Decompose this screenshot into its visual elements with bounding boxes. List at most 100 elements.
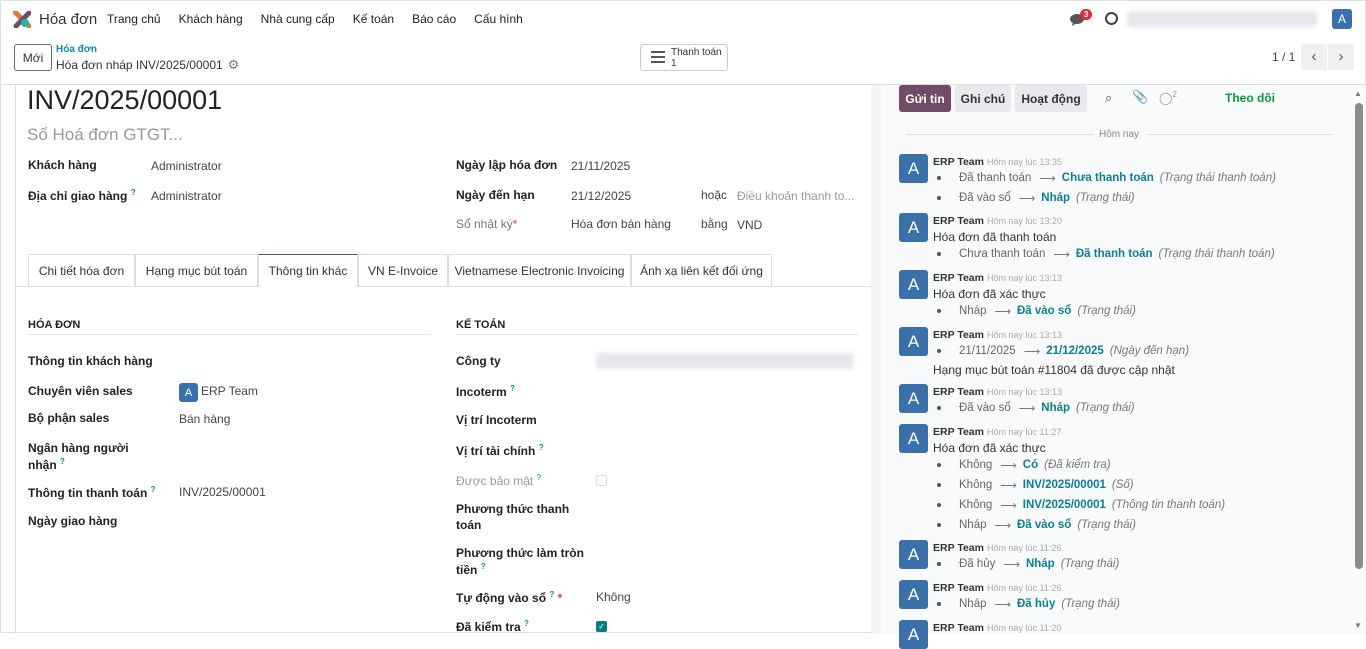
activity-clock-icon[interactable]	[1105, 12, 1118, 25]
vat-number-input[interactable]: Số Hoá đơn GTGT...	[27, 125, 183, 144]
tab-counterpart-mapping[interactable]: Ánh xạ liên kết đối ứng	[631, 254, 772, 286]
list-icon	[651, 51, 665, 53]
arrow-right-icon: ⟶	[1003, 559, 1020, 571]
gear-icon[interactable]: ⚙	[227, 57, 240, 72]
scroll-up-icon[interactable]: ▲	[1354, 89, 1362, 98]
due-date-label: Ngày đến hạn	[456, 188, 535, 202]
menu-accounting[interactable]: Kế toán	[352, 12, 395, 26]
search-icon[interactable]: ⌕	[1105, 90, 1113, 105]
rounding-label-cont: tiền	[456, 563, 478, 577]
message-author[interactable]: ERP Team	[933, 622, 984, 634]
message-author[interactable]: ERP Team	[933, 272, 984, 284]
message-time: Hôm nay lúc 13:20	[986, 216, 1063, 226]
tab-other-info[interactable]: Thông tin khác	[258, 254, 358, 287]
message-author[interactable]: ERP Team	[933, 156, 984, 168]
payment-ref-label: Thông tin thanh toán	[28, 486, 148, 500]
old-value: Chưa thanh toán	[959, 248, 1046, 260]
app-logo-icon[interactable]	[12, 9, 32, 29]
new-value: Đã hủy	[1017, 598, 1056, 610]
chatter-message: A ERP Team Hôm nay lúc 11:26 Đã hủy ⟶ Nháp (T…	[899, 540, 1339, 574]
menu-reports[interactable]: Báo cáo	[412, 12, 457, 26]
salesperson-field[interactable]: ERP Team	[201, 384, 258, 398]
bullet	[937, 562, 941, 566]
new-value: Đã vào sổ	[1017, 519, 1072, 531]
user-avatar[interactable]: A	[1332, 9, 1352, 29]
customer-field[interactable]: Administrator	[151, 159, 222, 173]
tab-vn-einvoice[interactable]: VN E-Invoice	[358, 254, 448, 286]
author-avatar[interactable]: A	[899, 424, 928, 453]
author-avatar[interactable]: A	[899, 327, 928, 356]
tab-journal-items[interactable]: Hạng mục bút toán	[135, 254, 258, 286]
chatter-scrollbar-thumb[interactable]	[1355, 103, 1363, 569]
field-name: (Thông tin thanh toán)	[1111, 499, 1226, 511]
new-value: Nháp	[1041, 192, 1071, 204]
sales-team-field[interactable]: Bán hàng	[179, 412, 231, 426]
payment-ref-field[interactable]: INV/2025/00001	[179, 485, 266, 499]
delivery-address-field[interactable]: Administrator	[151, 189, 222, 203]
pager-previous[interactable]: ‹	[1301, 44, 1327, 70]
tracking-change: Không ⟶ Có (Đã kiểm tra)	[933, 455, 1339, 475]
message-author[interactable]: ERP Team	[933, 426, 984, 438]
tracking-change: Đã vào sổ ⟶ Nháp (Trạng thái)	[933, 398, 1339, 418]
author-avatar[interactable]: A	[899, 540, 928, 569]
salesperson-avatar: A	[179, 383, 198, 402]
journal-field[interactable]: Hóa đơn bán hàng	[571, 217, 671, 231]
author-avatar[interactable]: A	[899, 384, 928, 413]
chatter-message: A ERP Team Hôm nay lúc 13:13 Đã vào sổ ⟶ Nhá…	[899, 384, 1339, 418]
tab-vietnamese-electronic-invoicing[interactable]: Vietnamese Electronic Invoicing	[448, 254, 631, 286]
new-value: Có	[1022, 459, 1039, 471]
send-message-button[interactable]: Gửi tin	[899, 85, 951, 112]
arrow-right-icon: ⟶	[994, 520, 1012, 532]
pager-next[interactable]: ›	[1328, 44, 1354, 70]
message-author[interactable]: ERP Team	[933, 386, 984, 398]
tracking-change: Không ⟶ INV/2025/00001 (Số)	[933, 475, 1339, 495]
checked-checkbox[interactable]: ✓	[596, 621, 607, 632]
bullet	[937, 406, 941, 410]
invoice-number: INV/2025/00001	[27, 85, 223, 115]
company-switcher[interactable]	[1127, 11, 1317, 27]
invoice-section-title: HÓA ĐƠN	[28, 319, 81, 331]
message-time: Hôm nay lúc 13:13	[986, 387, 1063, 397]
menu-home[interactable]: Trang chủ	[107, 12, 161, 26]
new-button[interactable]: Mới	[14, 44, 52, 71]
author-avatar[interactable]: A	[899, 620, 928, 649]
followers-icon[interactable]: ◯2	[1159, 90, 1177, 105]
activity-button[interactable]: Hoạt động	[1015, 85, 1087, 112]
author-avatar[interactable]: A	[899, 270, 928, 299]
log-note-button[interactable]: Ghi chú	[955, 85, 1011, 112]
tab-invoice-lines[interactable]: Chi tiết hóa đơn	[28, 254, 135, 286]
currency-field[interactable]: VND	[737, 218, 763, 232]
recipient-bank-label-cont: nhận	[28, 458, 57, 472]
tracking-change: Đã hủy ⟶ Nháp (Trạng thái)	[933, 554, 1339, 574]
author-avatar[interactable]: A	[899, 580, 928, 609]
paperclip-icon[interactable]: 📎	[1132, 89, 1149, 104]
arrow-right-icon: ⟶	[1000, 460, 1017, 472]
author-avatar[interactable]: A	[899, 154, 928, 183]
menu-customers[interactable]: Khách hàng	[178, 12, 243, 26]
invoice-date-field[interactable]: 21/11/2025	[571, 159, 631, 173]
field-name: (Ngày đến hạn)	[1109, 345, 1190, 357]
breadcrumb-parent[interactable]: Hóa đơn	[56, 44, 97, 55]
secured-checkbox[interactable]	[596, 475, 607, 486]
bullet	[937, 503, 941, 507]
customer-ref-label: Thông tin khách hàng	[28, 354, 153, 368]
message-author[interactable]: ERP Team	[933, 582, 984, 594]
menu-vendors[interactable]: Nhà cung cấp	[260, 12, 335, 26]
auto-post-field[interactable]: Không	[596, 590, 631, 604]
app-name[interactable]: Hóa đơn	[39, 11, 98, 28]
message-author[interactable]: ERP Team	[933, 542, 984, 554]
payment-smart-button[interactable]: Thanh toán 1	[640, 44, 728, 71]
message-author[interactable]: ERP Team	[933, 215, 984, 227]
payment-terms-field[interactable]: Điều khoản thanh to...	[737, 189, 855, 203]
message-author[interactable]: ERP Team	[933, 329, 984, 341]
author-avatar[interactable]: A	[899, 213, 928, 242]
menu-config[interactable]: Cấu hình	[474, 12, 523, 26]
scroll-down-icon[interactable]: ▼	[1354, 621, 1362, 630]
follow-button[interactable]: Theo dõi	[1225, 91, 1275, 105]
company-field[interactable]	[596, 353, 854, 369]
due-date-field[interactable]: 21/12/2025	[571, 189, 632, 203]
chatter: Gửi tin Ghi chú Hoạt động ⌕ 📎 ◯2 Theo dõ…	[881, 85, 1366, 649]
rounding-label: Phương thức làm tròn	[456, 546, 584, 560]
or-label: hoặc	[701, 188, 728, 202]
form-scrollbar[interactable]	[871, 85, 881, 634]
